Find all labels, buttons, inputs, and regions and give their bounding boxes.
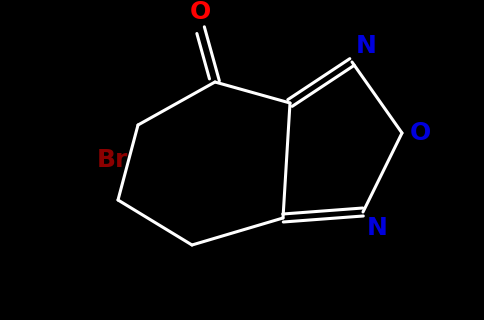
Text: N: N bbox=[366, 216, 387, 240]
Text: Br: Br bbox=[96, 148, 128, 172]
Text: N: N bbox=[355, 34, 376, 58]
Text: O: O bbox=[409, 121, 430, 145]
Text: O: O bbox=[189, 0, 210, 24]
